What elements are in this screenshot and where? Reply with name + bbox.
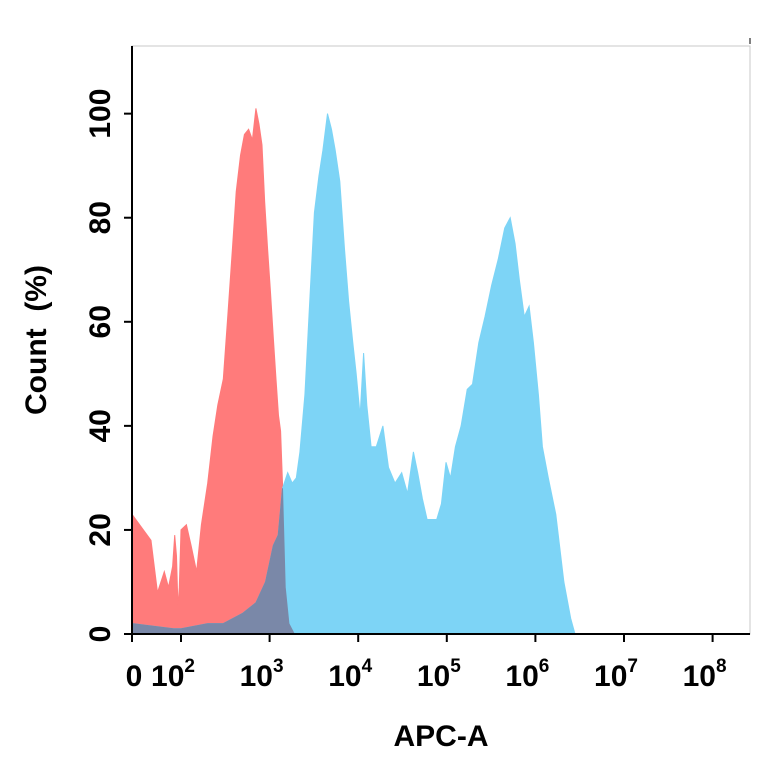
x-tick-label-exponent: 7	[627, 656, 638, 677]
x-tick-label-exponent: 3	[273, 656, 284, 677]
y-axis-ticks: 0 20 40 60 80 100	[84, 89, 132, 643]
series-area-overlap	[131, 488, 296, 635]
x-tick-label: 0	[126, 660, 143, 693]
x-tick-label: 105	[417, 656, 461, 693]
x-axis-title: APC-A	[394, 720, 489, 753]
y-tick-label: 60	[84, 305, 117, 338]
x-tick-label-base: 10	[151, 660, 184, 693]
x-tick-label-base: 10	[505, 660, 538, 693]
y-tick-label: 80	[84, 201, 117, 234]
y-tick-label: 20	[84, 513, 117, 546]
x-tick-label: 107	[594, 656, 638, 693]
y-tick-label: 0	[84, 626, 117, 643]
x-tick-label-exponent: 4	[362, 656, 373, 677]
x-tick-label: 104	[328, 656, 372, 693]
x-tick-label-exponent: 6	[539, 656, 550, 677]
x-tick-label-base: 10	[683, 660, 716, 693]
x-tick-label-exponent: 2	[184, 656, 195, 677]
y-tick-label: 100	[84, 89, 117, 139]
x-tick-label-exponent: 5	[450, 656, 461, 677]
y-axis-title: Count (%)	[20, 265, 53, 415]
x-tick-label-base: 10	[417, 660, 450, 693]
x-tick-label: 102	[151, 656, 195, 693]
x-tick-label: 108	[683, 656, 727, 693]
x-tick-label: 106	[505, 656, 549, 693]
x-tick-label-exponent: 8	[716, 656, 727, 677]
y-tick-label: 40	[84, 409, 117, 442]
series-area-blue	[131, 113, 576, 635]
x-axis-ticks: 0 102 103 104 105 106 107 108	[126, 634, 727, 693]
plot-area	[131, 38, 751, 635]
x-tick-label: 103	[240, 656, 284, 693]
series-layer	[131, 108, 576, 635]
series-area-red	[131, 108, 296, 635]
x-tick-label-base: 10	[328, 660, 361, 693]
x-tick-label-base: 10	[240, 660, 273, 693]
x-tick-label-base: 10	[594, 660, 627, 693]
